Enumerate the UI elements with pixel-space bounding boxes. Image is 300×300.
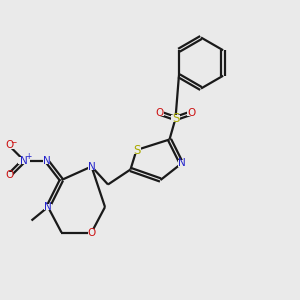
Text: +: + [26,152,32,161]
Text: O: O [87,227,96,238]
Bar [4,142,14,149]
Bar [178,160,185,167]
Text: S: S [172,112,179,125]
Bar [132,146,141,154]
Bar [44,204,52,210]
Bar [88,229,95,236]
Bar [43,157,50,164]
Text: O: O [187,108,195,118]
Bar [171,115,180,122]
Text: S: S [133,143,140,157]
Bar [18,157,30,164]
Bar [156,110,164,116]
Text: N: N [88,161,95,172]
Text: N: N [178,158,185,169]
Text: N: N [20,155,28,166]
Bar [88,163,95,170]
Text: −: − [10,138,16,147]
Bar [5,172,13,179]
Text: N: N [43,155,50,166]
Bar [188,110,195,116]
Text: O: O [5,140,13,151]
Text: N: N [44,202,52,212]
Text: O: O [5,170,13,181]
Text: O: O [156,108,164,118]
